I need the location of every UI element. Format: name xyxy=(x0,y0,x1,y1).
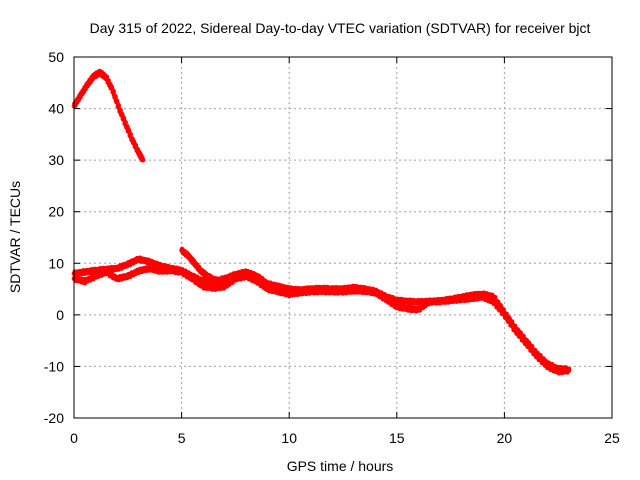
x-axis-ticks: 0 5 10 15 20 25 xyxy=(70,57,620,446)
data-point xyxy=(140,157,146,163)
y-tick-label: 40 xyxy=(48,101,64,117)
data-point xyxy=(566,368,572,373)
y-axis-ticks: -20 -10 0 10 20 30 40 50 xyxy=(44,49,612,426)
data-point xyxy=(265,282,270,288)
data-point xyxy=(118,107,123,113)
x-axis-label: GPS time / hours xyxy=(287,458,394,474)
y-tick-label: 0 xyxy=(56,307,64,323)
plot-frame xyxy=(73,56,613,419)
x-tick-label: 25 xyxy=(604,430,620,446)
y-tick-label: -10 xyxy=(44,358,64,374)
data-point xyxy=(512,326,518,331)
y-axis-label: SDTVAR / TECUs xyxy=(7,181,23,293)
y-tick-label: 30 xyxy=(48,152,64,168)
x-tick-label: 10 xyxy=(281,430,297,446)
x-tick-label: 15 xyxy=(389,430,405,446)
x-tick-label: 5 xyxy=(178,430,186,446)
data-point xyxy=(111,89,116,94)
y-tick-label: 50 xyxy=(48,49,64,65)
data-point xyxy=(504,314,510,319)
data-point xyxy=(128,132,134,137)
data-point xyxy=(113,94,118,100)
y-tick-label: 10 xyxy=(48,255,64,271)
data-series xyxy=(71,68,572,376)
series-segment-5h xyxy=(179,246,270,288)
series-lower-band xyxy=(71,264,572,376)
chart-title: Day 315 of 2022, Sidereal Day-to-day VTE… xyxy=(90,20,591,36)
x-tick-label: 0 xyxy=(70,430,78,446)
data-point xyxy=(123,120,128,125)
y-tick-label: 20 xyxy=(48,204,64,220)
x-tick-label: 20 xyxy=(497,430,513,446)
y-tick-label: -20 xyxy=(44,410,64,426)
grid-lines xyxy=(74,57,612,418)
